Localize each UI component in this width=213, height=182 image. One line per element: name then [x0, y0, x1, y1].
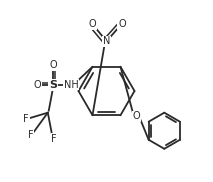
Text: F: F [28, 130, 33, 140]
Text: NH: NH [64, 80, 79, 90]
Text: F: F [23, 114, 29, 124]
Text: S: S [49, 80, 57, 90]
Text: O: O [88, 19, 96, 29]
Text: O: O [118, 19, 126, 29]
Text: O: O [132, 111, 140, 121]
Text: N: N [103, 36, 110, 46]
Text: O: O [49, 60, 57, 70]
Text: F: F [51, 134, 57, 144]
Text: O: O [33, 80, 41, 90]
